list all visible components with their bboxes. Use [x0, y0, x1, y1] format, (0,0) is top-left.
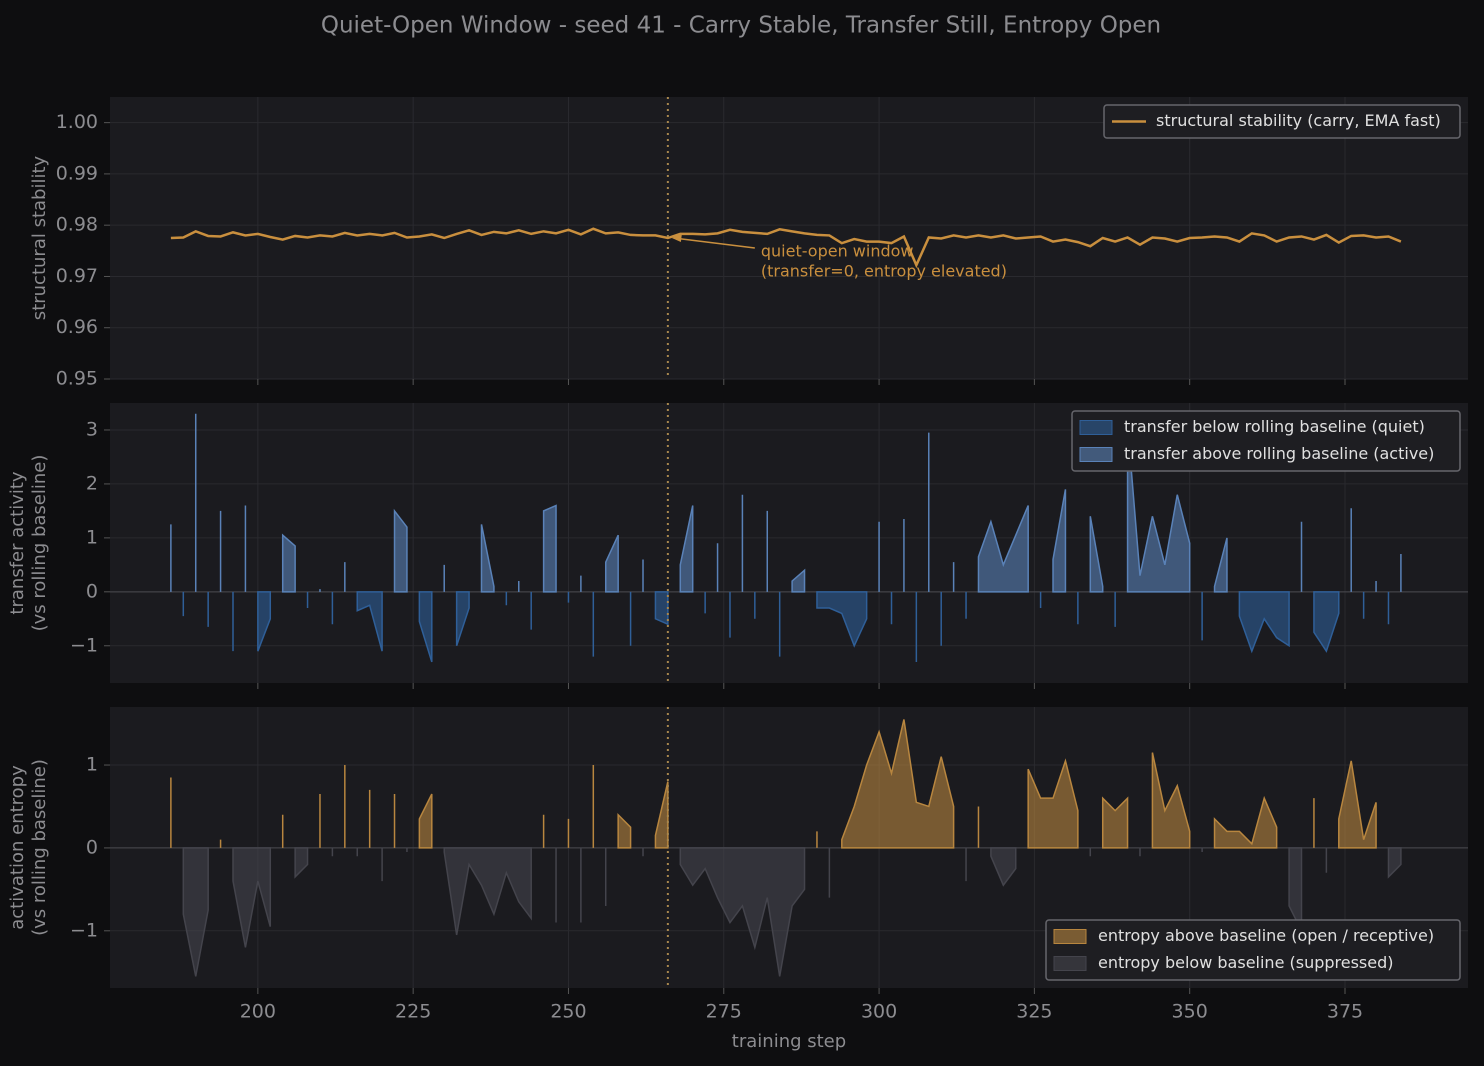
annotation-arrowhead — [671, 234, 682, 242]
annotation-arrow — [673, 237, 755, 249]
area — [654, 781, 669, 849]
y-axis-label-line: transfer activity — [7, 471, 28, 615]
y-tick-label: 0 — [86, 580, 98, 602]
legend: entropy above baseline (open / receptive… — [1045, 919, 1461, 981]
area — [679, 847, 806, 977]
x-tick-label: 375 — [1327, 1001, 1363, 1023]
chart-title: Quiet-Open Window - seed 41 - Carry Stab… — [321, 13, 1161, 39]
area — [393, 508, 408, 593]
area — [182, 847, 209, 977]
plot-area — [110, 97, 1468, 379]
area — [294, 847, 309, 879]
legend-label: entropy below baseline (suppressed) — [1098, 953, 1394, 972]
y-tick-label: 0.98 — [56, 214, 98, 236]
legend-box — [1045, 919, 1461, 981]
annotation: quiet-open window — [761, 242, 914, 261]
area — [1313, 591, 1340, 653]
legend-box — [1103, 104, 1461, 139]
area — [418, 591, 433, 663]
area — [604, 534, 619, 593]
x-tick-label: 300 — [861, 1001, 897, 1023]
area — [841, 719, 955, 849]
legend-label: transfer above rolling baseline (active) — [1124, 444, 1434, 463]
y-tick-label: 1 — [86, 754, 98, 776]
y-axis-label: structural stability — [29, 155, 50, 320]
area — [1238, 591, 1290, 654]
area — [257, 591, 272, 652]
area — [232, 847, 272, 948]
legend-swatch — [1053, 929, 1087, 944]
y-tick-label: 0.97 — [56, 265, 98, 287]
annotation: (transfer=0, entropy elevated) — [761, 262, 1007, 281]
y-axis-label: activation entropy(vs rolling baseline) — [7, 759, 50, 936]
area — [1126, 424, 1191, 593]
legend-label: entropy above baseline (open / receptive… — [1098, 926, 1434, 945]
legend-swatch — [1053, 956, 1087, 971]
area — [1338, 760, 1377, 849]
area — [977, 505, 1029, 593]
area — [990, 847, 1017, 887]
y-axis-label-line: structural stability — [29, 155, 50, 320]
legend-swatch — [1079, 447, 1113, 462]
area — [281, 533, 296, 593]
x-tick-label: 250 — [550, 1001, 586, 1023]
area — [542, 504, 557, 593]
area — [356, 591, 383, 652]
area — [418, 793, 433, 849]
area — [1027, 758, 1079, 849]
area — [816, 591, 868, 648]
x-tick-label: 200 — [240, 1001, 276, 1023]
y-tick-label: 2 — [86, 472, 98, 494]
area — [1213, 537, 1228, 593]
area — [617, 812, 632, 849]
y-tick-label: 0.95 — [56, 368, 98, 390]
area — [480, 524, 495, 593]
area — [1101, 796, 1129, 849]
x-tick-label: 275 — [706, 1001, 742, 1023]
area — [443, 847, 532, 936]
legend-box — [1071, 410, 1461, 472]
y-axis-label-line: activation entropy — [7, 765, 28, 930]
x-tick-label: 225 — [395, 1001, 431, 1023]
area — [1089, 516, 1104, 593]
legend: transfer below rolling baseline (quiet) t… — [1071, 410, 1461, 472]
area — [1387, 847, 1402, 879]
y-axis-label: transfer activity(vs rolling baseline) — [7, 455, 50, 632]
y-tick-label: 1.00 — [56, 111, 98, 133]
y-tick-label: −1 — [70, 919, 98, 941]
area — [791, 568, 806, 593]
y-tick-label: 0.99 — [56, 162, 98, 184]
x-axis-label: training step — [732, 1031, 846, 1052]
x-tick-label: 350 — [1172, 1001, 1208, 1023]
legend-swatch — [1079, 420, 1113, 435]
y-tick-label: −1 — [70, 634, 98, 656]
y-tick-label: 0.96 — [56, 316, 98, 338]
y-tick-label: 1 — [86, 526, 98, 548]
legend-label: transfer below rolling baseline (quiet) — [1124, 417, 1425, 436]
line — [170, 227, 1402, 269]
y-tick-label: 0 — [86, 836, 98, 858]
x-tick-label: 325 — [1016, 1001, 1052, 1023]
y-axis-label-line: (vs rolling baseline) — [29, 759, 50, 936]
legend: structural stability (carry, EMA fast) — [1103, 104, 1461, 139]
area — [679, 505, 694, 593]
area — [1151, 752, 1191, 849]
y-tick-label: 3 — [86, 418, 98, 440]
area — [654, 591, 669, 626]
area — [455, 591, 470, 647]
y-axis-label-line: (vs rolling baseline) — [29, 455, 50, 632]
legend-label: structural stability (carry, EMA fast) — [1156, 111, 1441, 130]
area — [1213, 795, 1278, 849]
area — [1052, 489, 1067, 593]
